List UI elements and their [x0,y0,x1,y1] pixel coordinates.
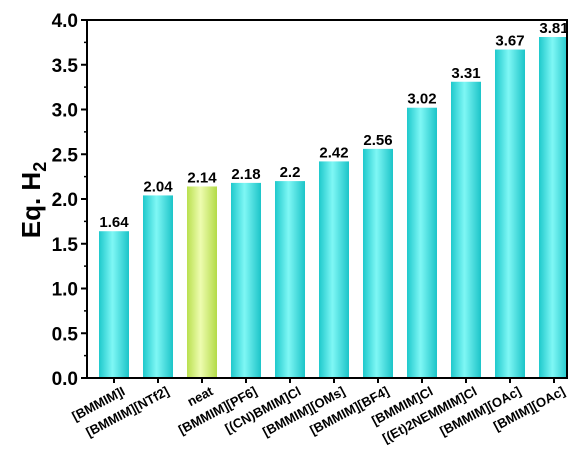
y-tick-label-5: 2.5 [52,145,79,166]
y-tick-label-6: 3.0 [52,101,78,122]
data-label-2: 2.14 [187,169,217,186]
y-axis-label: Eq. H2 [16,162,50,238]
data-labels: 1.64 2.04 2.14 2.18 2.2 2.42 2.56 3.02 3.31 3.67 3… [99,20,568,231]
bar-4 [275,181,305,378]
data-label-5: 2.42 [319,144,348,161]
y-tick-label-0: 0.0 [52,369,78,390]
bar-8 [451,81,481,378]
data-label-0: 1.64 [99,214,129,231]
data-label-7: 3.02 [407,91,436,108]
bar-6 [363,148,393,378]
y-tick-label-8: 4.0 [52,11,78,32]
data-label-3: 2.18 [231,166,260,183]
bar-1 [143,195,173,378]
bars [99,37,568,379]
data-label-8: 3.31 [451,65,480,82]
y-tick-label-3: 1.5 [52,235,79,256]
data-label-10: 3.81 [539,20,568,37]
bar-0 [99,231,129,378]
bar-9 [495,49,525,378]
y-tick-label-4: 2.0 [52,190,78,211]
data-label-9: 3.67 [495,33,524,50]
y-tick-label-1: 0.5 [52,324,79,345]
data-label-1: 2.04 [143,178,173,195]
data-label-6: 2.56 [363,132,392,149]
bar-5 [319,161,349,378]
bar-10 [539,37,568,378]
y-tick-label-2: 1.0 [52,280,78,301]
axes: [BMMIM]I[BMMIM][NTf2] neat[BMMIM][PF6][(C… [52,11,568,446]
bar-3 [231,182,261,378]
data-label-4: 2.2 [280,164,301,181]
bar-2 [187,186,217,378]
y-tick-label-7: 3.5 [52,56,79,77]
bar-7 [407,107,437,379]
